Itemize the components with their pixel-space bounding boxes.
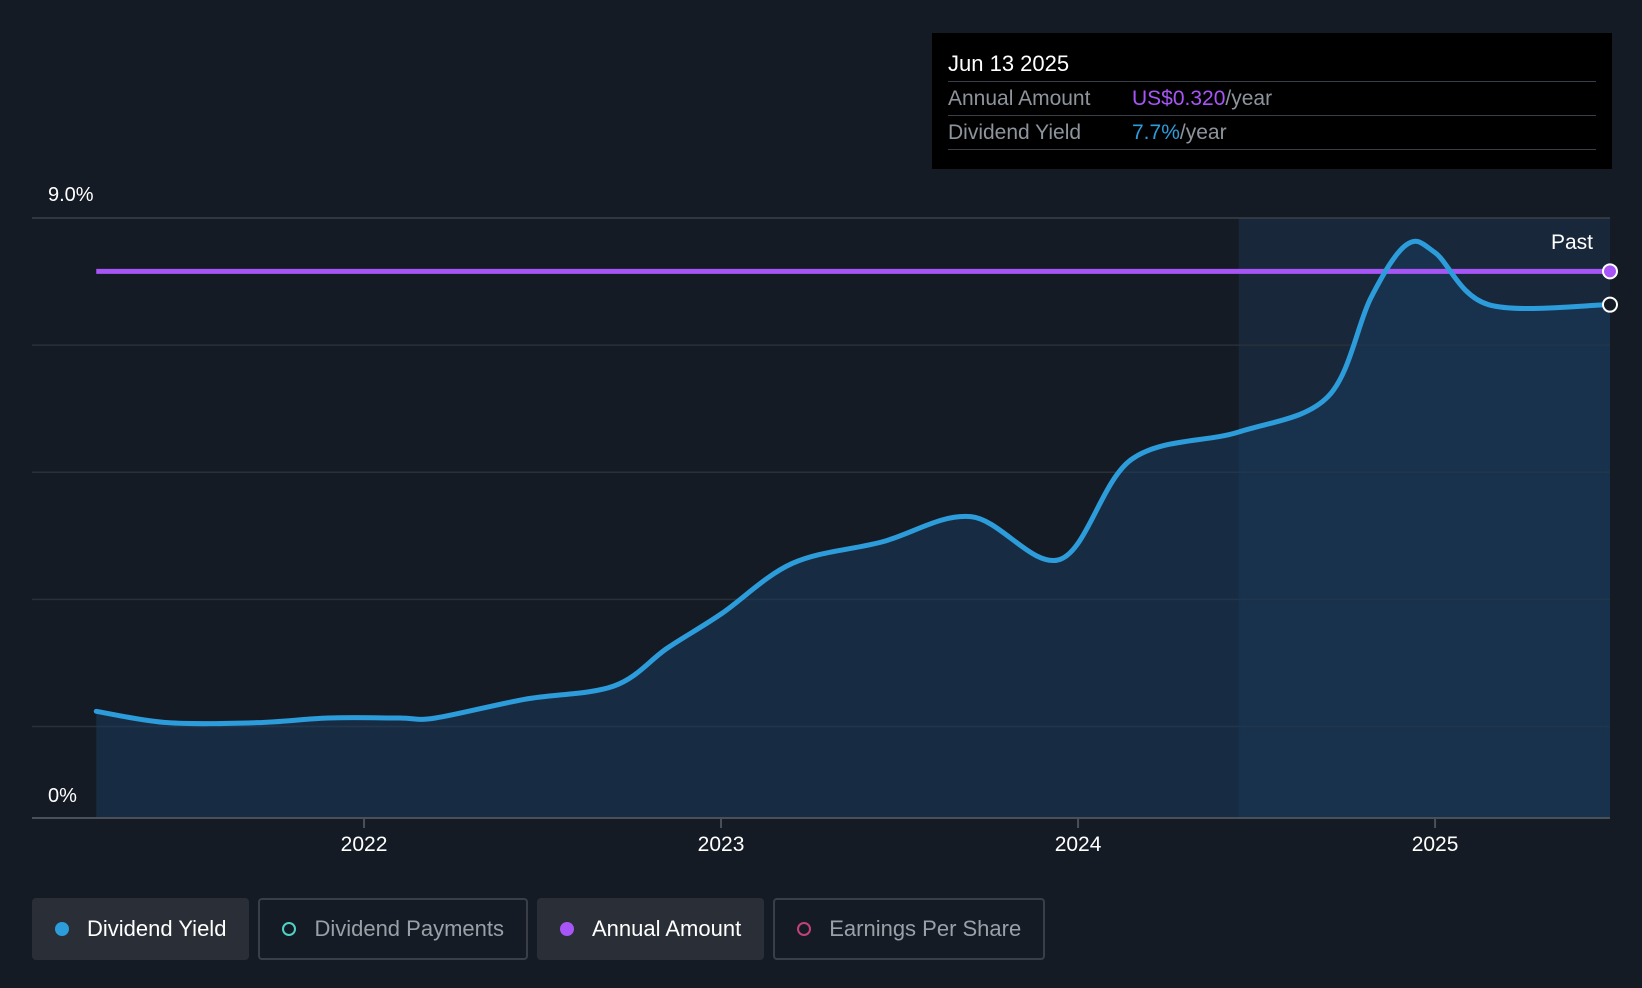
legend-label: Dividend Yield — [87, 916, 227, 941]
tooltip-amount-row: Annual Amount US$0.320/year — [948, 81, 1596, 115]
dividend-yield-marker — [1602, 296, 1618, 313]
legend: Dividend Yield Dividend Payments Annual … — [32, 898, 1046, 960]
tooltip-yield-unit: /year — [1179, 121, 1227, 144]
dividend-yield-line[interactable] — [93, 238, 1613, 727]
annual-amount-dot-icon — [559, 922, 574, 936]
legend-label: Dividend Payments — [314, 916, 504, 941]
legend-dividend-yield[interactable]: Dividend Yield — [32, 898, 250, 960]
legend-dividend-payments[interactable]: Dividend Payments — [258, 898, 528, 960]
legend-label: Annual Amount — [591, 916, 742, 941]
annual-amount-marker — [1602, 263, 1618, 280]
tooltip-amount-label: Annual Amount — [948, 87, 1091, 110]
tooltip-yield-row: Dividend Yield 7.7%/year — [948, 115, 1596, 150]
dividend-payments-ring-icon — [282, 922, 297, 936]
x-tick-label: 2023 — [698, 833, 745, 856]
y-axis-bottom-label: 0% — [48, 785, 77, 807]
past-label: Past — [1551, 231, 1593, 254]
tooltip-yield-label: Dividend Yield — [948, 121, 1082, 144]
tooltip-amount-unit: /year — [1225, 87, 1273, 110]
tooltip-date: Jun 13 2025 — [948, 51, 1070, 76]
x-tick-label: 2022 — [341, 833, 388, 856]
tooltip-amount-value: US$0.320 — [1132, 87, 1226, 110]
tooltip-yield-value: 7.7% — [1132, 121, 1180, 144]
yield-area — [96, 241, 1610, 819]
y-axis-top-label: 9.0% — [48, 184, 94, 206]
legend-annual-amount[interactable]: Annual Amount — [536, 898, 765, 960]
dividend-yield-dot-icon — [55, 922, 69, 936]
x-tick-label: 2024 — [1055, 833, 1102, 856]
legend-earnings-per-share[interactable]: Earnings Per Share — [773, 898, 1046, 960]
x-axis-ticks: 2022 2023 2024 2025 — [341, 818, 1459, 856]
earnings-per-share-ring-icon — [797, 922, 812, 936]
x-tick-label: 2025 — [1412, 833, 1459, 856]
tooltip: Jun 13 2025 Annual Amount US$0.320/year D… — [932, 33, 1612, 169]
legend-label: Earnings Per Share — [829, 916, 1022, 941]
